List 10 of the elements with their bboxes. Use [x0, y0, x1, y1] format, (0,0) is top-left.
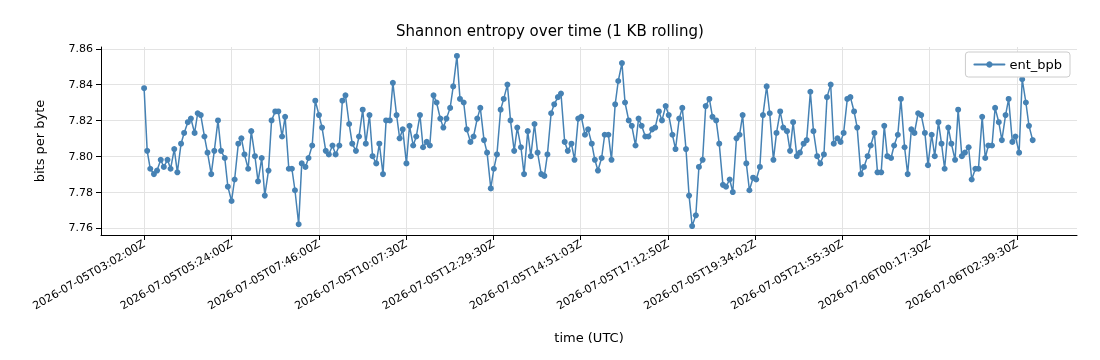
- y-tick-label: 7.78: [68, 185, 93, 199]
- y-tick-label: 7.80: [68, 149, 93, 163]
- y-tick-label: 7.84: [68, 78, 93, 92]
- x-axis-title: time (UTC): [554, 330, 624, 345]
- y-tick-label: 7.82: [68, 113, 93, 127]
- y-tick-label: 7.86: [68, 42, 93, 56]
- chart-title: Shannon entropy over time (1 KB rolling): [396, 21, 704, 40]
- y-tick-label: 7.76: [68, 221, 93, 235]
- legend-label: ent_bpb: [1009, 57, 1062, 72]
- y-axis-title: bits per byte: [32, 99, 47, 183]
